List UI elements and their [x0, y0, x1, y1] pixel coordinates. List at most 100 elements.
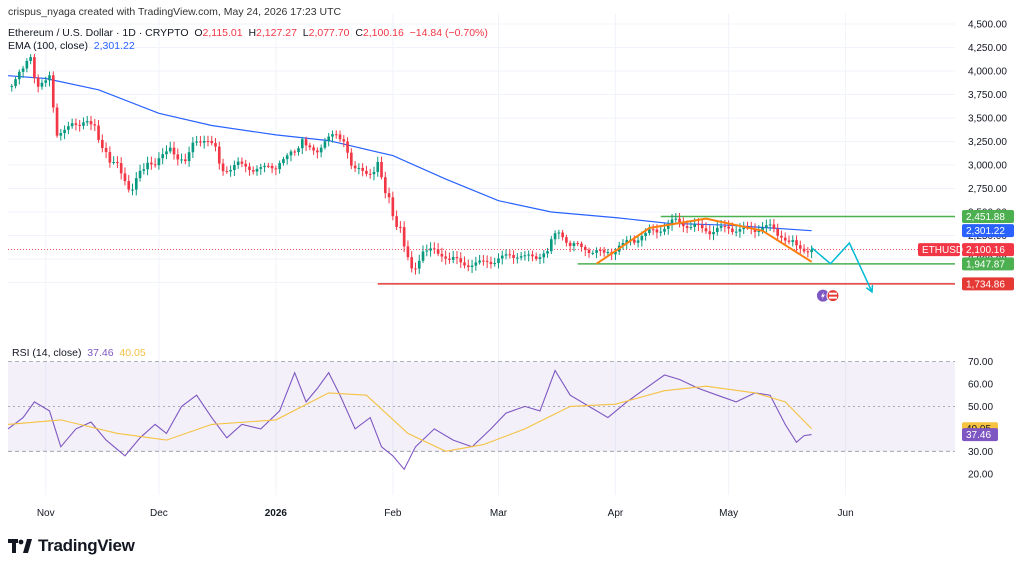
- candle-body: [293, 151, 297, 153]
- candle-body: [534, 256, 538, 259]
- candle-body: [248, 166, 251, 171]
- candle-body: [285, 155, 289, 160]
- candle-body: [742, 227, 746, 230]
- tradingview-logo[interactable]: TradingView: [8, 536, 135, 556]
- candle-body: [527, 254, 530, 256]
- candle-body: [715, 227, 719, 233]
- candle-body: [712, 232, 715, 235]
- price-tags: 2,451.88 1,947.87 1,734.86 2,301.22 2,100.16…: [918, 210, 1014, 442]
- candle-body: [519, 256, 523, 258]
- rsi-line: [7, 369, 812, 471]
- candle-body: [421, 251, 425, 261]
- candle-body: [327, 136, 331, 142]
- time-tick-label: Jun: [838, 508, 854, 519]
- candle-body: [323, 141, 327, 148]
- candle-body: [289, 151, 293, 156]
- candle-body: [704, 228, 708, 232]
- ema-label: EMA (100, close): [8, 40, 88, 52]
- candle-body: [365, 170, 368, 174]
- candle-body: [161, 154, 165, 159]
- candle-body: [440, 253, 444, 257]
- candle-body: [459, 258, 463, 263]
- candle-body: [274, 168, 278, 170]
- candle-body: [217, 146, 221, 164]
- candle-body: [14, 79, 17, 87]
- time-tick-label: 2026: [265, 508, 288, 519]
- high-label: H: [248, 27, 257, 39]
- candle-body: [466, 265, 470, 267]
- candle-body: [602, 250, 606, 253]
- rsi-ma-value: 40.05: [119, 347, 146, 359]
- rsi-band-area: [8, 361, 955, 452]
- symbol-title[interactable]: Ethereum / U.S. Dollar · 1D · CRYPTO: [8, 27, 189, 39]
- change-value: −14.84 (−0.70%): [409, 27, 488, 39]
- candle-body: [561, 232, 564, 238]
- candle-body: [85, 121, 89, 123]
- low-value: 2,077.70: [308, 27, 350, 39]
- candle-body: [798, 245, 802, 249]
- event-us-flag-stripe: [828, 292, 837, 295]
- candle-body: [406, 246, 410, 258]
- level-tag-text: 1,947.87: [966, 259, 1005, 270]
- candle-body: [157, 158, 161, 166]
- candle-body: [595, 250, 598, 253]
- candle-body: [51, 75, 55, 108]
- candle-body: [791, 240, 795, 242]
- open-value: 2,115.01: [202, 27, 243, 39]
- last-price-tag-box: [962, 243, 1014, 257]
- candle-body: [300, 139, 304, 149]
- candle-body: [372, 171, 376, 175]
- candle-body: [651, 229, 655, 231]
- candle-body: [165, 151, 168, 155]
- candle-body: [648, 229, 651, 233]
- candle-body: [542, 253, 546, 258]
- rsi-legend[interactable]: RSI (14, close) 37.46 40.05: [12, 347, 146, 359]
- main-legend: Ethereum / U.S. Dollar · 1D · CRYPTO O2,…: [8, 27, 488, 39]
- candle-body: [153, 164, 157, 166]
- candle-body: [697, 224, 700, 226]
- price-tick-label: 4,500.00: [968, 20, 1007, 31]
- candle-body: [10, 86, 14, 88]
- ema-legend[interactable]: EMA (100, close) 2,301.22: [8, 40, 135, 52]
- candle-body: [353, 165, 357, 169]
- tradingview-logo-icon: [8, 539, 32, 553]
- rsi-lines: [7, 369, 812, 471]
- candle-body: [795, 240, 798, 246]
- candles: [10, 53, 813, 275]
- candle-body: [753, 229, 757, 233]
- tradingview-wordmark: TradingView: [38, 536, 135, 555]
- candle-body: [531, 254, 534, 257]
- candle-body: [119, 163, 123, 174]
- rsi-value: 37.46: [87, 347, 114, 359]
- event-us-flag-stripe: [828, 296, 837, 299]
- price-tick-label: 2,750.00: [968, 184, 1007, 195]
- price-tick-label: 4,250.00: [968, 43, 1007, 54]
- time-tick-label: Dec: [150, 508, 168, 519]
- candle-body: [448, 258, 451, 260]
- candle-body: [632, 239, 636, 243]
- candle-body: [678, 218, 681, 224]
- candle-body: [138, 170, 142, 179]
- price-tick-label: 3,000.00: [968, 161, 1007, 172]
- credit-line: crispus_nyaga created with TradingView.c…: [8, 6, 341, 18]
- price-tick-label: 4,000.00: [968, 67, 1007, 78]
- candle-body: [780, 235, 783, 238]
- candle-body: [806, 251, 810, 253]
- rsi-tick-label: 60.00: [968, 379, 993, 390]
- candle-body: [474, 262, 478, 266]
- candle-body: [346, 141, 349, 153]
- candle-body: [674, 218, 678, 220]
- ema-tag-box: [962, 224, 1014, 238]
- event-icons: [816, 289, 840, 303]
- ema-value: 2,301.22: [93, 40, 135, 52]
- candle-body: [74, 123, 78, 125]
- candle-body: [666, 225, 670, 229]
- candle-body: [187, 152, 191, 162]
- candle-body: [568, 242, 572, 247]
- candle-body: [663, 228, 666, 232]
- projection-path: [811, 241, 873, 293]
- candle-body: [410, 257, 414, 269]
- event-us-flag-icon: [826, 289, 840, 303]
